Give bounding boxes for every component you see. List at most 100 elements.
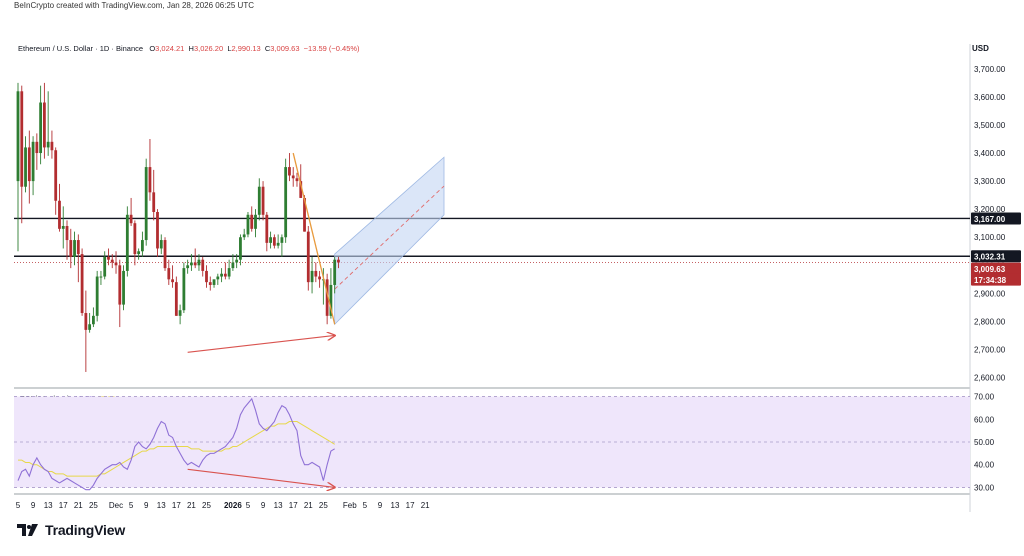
candle-body: [208, 282, 212, 285]
support-price-tag: 3,032.31: [974, 253, 1006, 262]
time-tick-label: 9: [31, 501, 36, 510]
candle-body: [141, 240, 144, 252]
candle-body: [306, 231, 310, 283]
candle-body: [212, 279, 216, 285]
candle-body: [156, 211, 159, 249]
tradingview-logo-icon: [17, 524, 38, 536]
candle-body: [148, 167, 152, 193]
candle-body: [31, 141, 35, 182]
candle-body: [284, 167, 288, 238]
time-tick-label: 5: [16, 501, 21, 510]
candle-body: [269, 237, 272, 243]
time-tick-label: 9: [378, 501, 383, 510]
candle-body: [310, 270, 314, 283]
candle-body: [129, 214, 133, 224]
time-tick-label: 25: [319, 501, 328, 510]
open-value: 3,024.21: [155, 44, 185, 53]
candle-body: [42, 102, 46, 148]
candle-body: [239, 237, 242, 260]
candle-body: [201, 259, 205, 271]
candle-body: [242, 234, 246, 238]
rsi-tick-label: 60.00: [974, 415, 995, 424]
time-tick-label: 17: [172, 501, 181, 510]
candle-body: [95, 276, 99, 316]
candle-body: [50, 141, 54, 151]
last-price-tag-bg: [971, 262, 1021, 275]
candle-body: [220, 273, 223, 277]
candle-body: [54, 150, 58, 201]
price-tick-label: 3,500.00: [974, 121, 1006, 130]
candle-body: [152, 192, 156, 212]
countdown-tag-bg: [971, 273, 1021, 286]
candle-body: [171, 279, 174, 283]
time-tick-label: 17: [289, 501, 298, 510]
candle-body: [174, 282, 178, 316]
countdown-tag: 17:34:38: [974, 276, 1007, 285]
rsi-lines: [17, 397, 335, 491]
candle-body: [88, 324, 92, 330]
candle-body: [133, 223, 137, 255]
price-tick-label: 2,800.00: [974, 317, 1006, 326]
candle-body: [333, 259, 337, 285]
candle-body: [178, 310, 182, 316]
time-tick-label: 13: [157, 501, 166, 510]
candle-body: [122, 270, 125, 305]
candle-body: [125, 214, 129, 271]
symbol-name[interactable]: Ethereum / U.S. Dollar · 1D · Binance: [18, 44, 144, 53]
low-label: L: [227, 44, 232, 53]
candle-body: [325, 279, 329, 316]
candle-body: [39, 102, 43, 154]
tradingview-logo-text: TradingView: [45, 522, 126, 538]
time-tick-label: 5: [246, 501, 251, 510]
candle-body: [246, 214, 250, 235]
time-tick-label: 21: [421, 501, 430, 510]
candle-body: [163, 240, 167, 269]
candle-body: [114, 262, 118, 266]
candle-body: [159, 240, 163, 249]
candle-body: [16, 91, 20, 182]
currency-label[interactable]: USD: [972, 44, 989, 53]
candle-body: [299, 181, 303, 198]
change-value: −13.59 (−0.45%): [303, 44, 360, 53]
time-tick-label: 5: [129, 501, 134, 510]
time-tick-label: 13: [274, 501, 283, 510]
rsi-arrow: [187, 468, 335, 487]
resistance-price-tag: 3,167.00: [974, 215, 1006, 224]
high-value: 3,026.20: [193, 44, 224, 53]
open-label: O: [149, 44, 156, 53]
time-tick-label: 2026: [224, 501, 242, 510]
time-tick-label: 9: [261, 501, 266, 510]
high-label: H: [188, 44, 194, 53]
price-tick-label: 3,700.00: [974, 65, 1006, 74]
candle-body: [193, 262, 197, 266]
rsi-band: [14, 396, 970, 488]
price-tick-label: 2,600.00: [974, 374, 1006, 383]
time-tick-label: Feb: [343, 501, 357, 510]
candle-body: [295, 178, 299, 182]
candle-body: [110, 259, 114, 263]
candle-body: [276, 242, 280, 246]
support-price-tag-bg: [971, 250, 1021, 263]
time-tick-label: 21: [304, 501, 313, 510]
time-tick-label: 17: [59, 501, 68, 510]
time-tick-label: 13: [44, 501, 53, 510]
candle-body: [223, 273, 227, 277]
candle-body: [250, 214, 254, 229]
rsi-line: [17, 397, 335, 491]
tradingview-logo[interactable]: TradingView: [17, 522, 125, 538]
price-tick-label: 2,700.00: [974, 346, 1006, 355]
descending-trend-line: [292, 152, 336, 325]
candle-body: [27, 147, 31, 182]
annotations: [187, 152, 336, 487]
candle-body: [303, 197, 306, 232]
low-value: 2,990.13: [231, 44, 261, 53]
channel-fill: [334, 156, 445, 326]
candle-body: [197, 259, 201, 266]
price-tick-label: 3,600.00: [974, 93, 1006, 102]
candle-body: [58, 200, 61, 229]
rsi-tick-label: 50.00: [974, 438, 995, 447]
rsi-tick-label: 70.00: [974, 393, 995, 402]
candle-body: [65, 226, 69, 241]
resistance-price-tag-bg: [971, 212, 1021, 225]
